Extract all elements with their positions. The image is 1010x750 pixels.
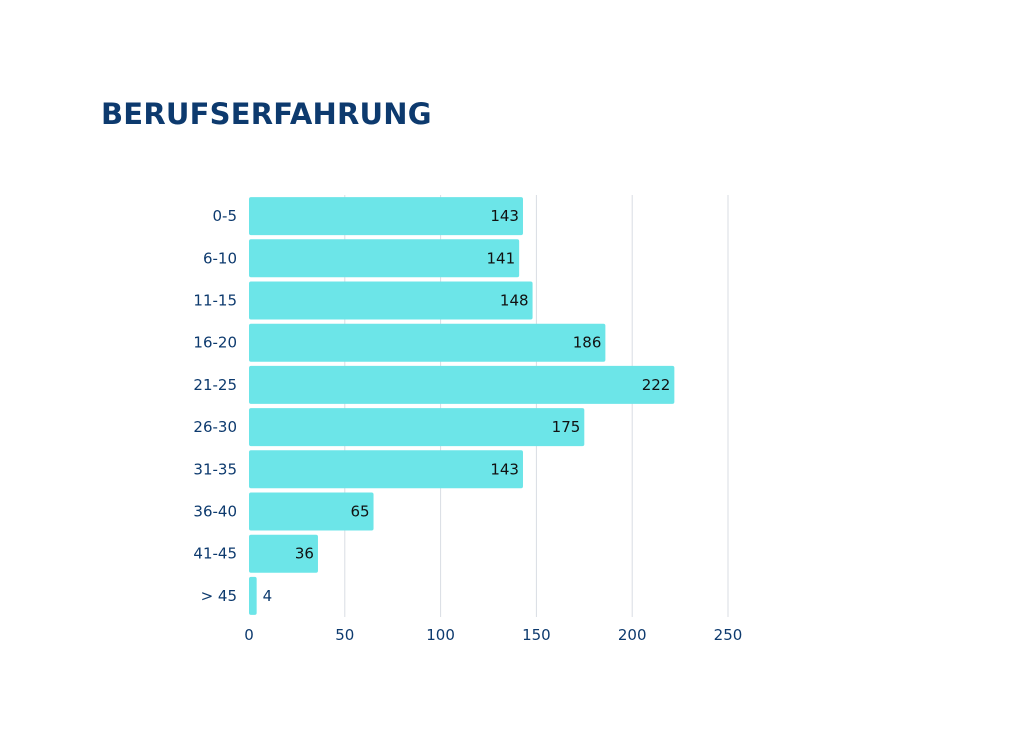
category-label: 26-30 <box>193 418 237 436</box>
category-label: > 45 <box>201 587 237 605</box>
data-label: 175 <box>552 418 581 436</box>
category-label: 41-45 <box>193 545 237 563</box>
bar <box>249 450 523 489</box>
bar <box>249 197 523 236</box>
data-label: 148 <box>500 292 529 310</box>
x-tick-label: 0 <box>244 626 254 644</box>
x-tick-label: 50 <box>335 626 354 644</box>
data-label: 143 <box>490 207 519 225</box>
data-label: 141 <box>487 249 516 267</box>
bar <box>249 281 533 320</box>
bar <box>249 408 585 447</box>
bar <box>249 365 675 404</box>
x-tick-label: 200 <box>618 626 647 644</box>
data-label: 65 <box>350 503 369 521</box>
bar <box>249 323 606 362</box>
data-label: 143 <box>490 460 519 478</box>
category-label: 11-15 <box>193 292 237 310</box>
chart-title: BERUFSERFAHRUNG <box>101 97 432 131</box>
category-label: 16-20 <box>193 334 237 352</box>
bar <box>249 534 318 573</box>
x-tick-label: 150 <box>522 626 551 644</box>
bar <box>249 492 374 531</box>
category-label: 36-40 <box>193 503 237 521</box>
data-label: 4 <box>263 587 273 605</box>
x-tick-label: 250 <box>714 626 743 644</box>
x-tick-label: 100 <box>426 626 455 644</box>
data-label: 186 <box>573 334 602 352</box>
bar <box>249 239 520 278</box>
category-label: 0-5 <box>213 207 238 225</box>
data-label: 222 <box>642 376 671 394</box>
bar <box>249 576 257 615</box>
category-label: 31-35 <box>193 460 237 478</box>
category-label: 21-25 <box>193 376 237 394</box>
category-label: 6-10 <box>203 249 237 267</box>
data-label: 36 <box>295 545 314 563</box>
